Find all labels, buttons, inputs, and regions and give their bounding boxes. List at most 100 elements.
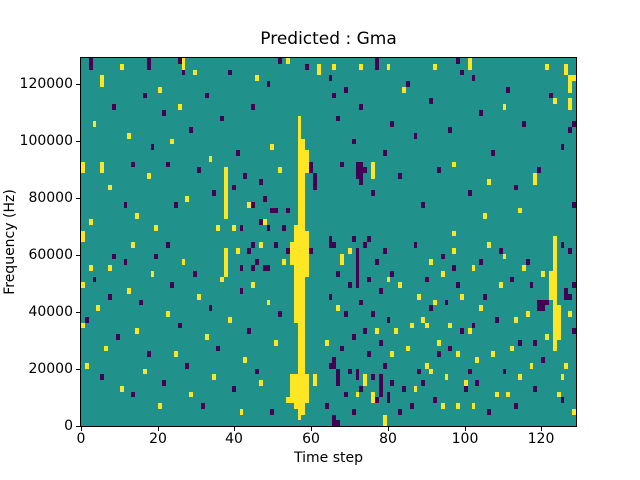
heatmap-cell: [460, 70, 464, 75]
heatmap-cell: [294, 271, 298, 277]
heatmap-cell: [174, 202, 178, 208]
heatmap-cell: [541, 271, 545, 277]
heatmap-cell: [301, 294, 305, 300]
heatmap-cell: [344, 311, 348, 317]
heatmap-cell: [398, 409, 402, 415]
heatmap-cell: [433, 64, 437, 70]
heatmap-cell: [356, 167, 359, 173]
heatmap-cell: [383, 415, 387, 420]
heatmap-cell: [557, 311, 561, 317]
heatmap-cell: [143, 93, 147, 98]
heatmap-cell: [483, 294, 487, 300]
heatmap-cell: [89, 265, 93, 271]
heatmap-cell: [456, 403, 460, 409]
heatmap-cell: [553, 305, 557, 311]
heatmap-cell: [301, 374, 305, 380]
heatmap-cell: [472, 323, 475, 328]
heatmap-cell: [317, 70, 321, 75]
heatmap-cell: [270, 409, 274, 415]
heatmap-cell: [259, 219, 263, 225]
heatmap-cell: [491, 351, 495, 357]
heatmap-cell: [518, 340, 522, 346]
heatmap-cell: [112, 254, 116, 259]
heatmap-cell: [298, 288, 301, 294]
heatmap-cell: [553, 98, 557, 104]
heatmap-cell: [162, 110, 166, 116]
heatmap-cell: [243, 357, 247, 363]
heatmap-cell: [301, 334, 305, 340]
heatmap-cell: [371, 173, 375, 179]
heatmap-cell: [568, 87, 572, 93]
heatmap-cell: [402, 87, 406, 93]
heatmap-cell: [549, 271, 553, 277]
heatmap-cell: [356, 392, 359, 397]
heatmap-cell: [298, 127, 301, 133]
heatmap-cell: [224, 196, 228, 202]
heatmap-cell: [197, 167, 201, 173]
heatmap-cell: [301, 340, 305, 346]
heatmap-cell: [298, 323, 301, 328]
heatmap-cell: [448, 127, 452, 133]
heatmap-cell: [294, 225, 298, 231]
heatmap-cell: [305, 259, 309, 265]
heatmap-cell: [545, 300, 549, 305]
heatmap-cell: [185, 196, 189, 202]
heatmap-cell: [510, 277, 514, 282]
heatmap-cell: [553, 277, 557, 282]
heatmap-cell: [298, 397, 301, 403]
heatmap-cell: [568, 248, 572, 254]
heatmap-cell: [247, 202, 251, 208]
heatmap-cell: [232, 225, 236, 231]
heatmap-cell: [228, 317, 232, 323]
x-tick-mark: [465, 427, 466, 431]
heatmap-cell: [553, 311, 557, 317]
heatmap-cell: [305, 236, 309, 242]
heatmap-cell: [468, 369, 472, 374]
heatmap-cell: [294, 242, 298, 248]
heatmap-cell: [441, 271, 445, 277]
heatmap-cell: [317, 64, 321, 70]
heatmap-cell: [475, 357, 479, 363]
heatmap-cell: [363, 374, 367, 380]
heatmap-cell: [329, 363, 332, 369]
heatmap-cell: [414, 386, 417, 392]
heatmap-cell: [568, 294, 572, 300]
heatmap-cell: [363, 167, 367, 173]
heatmap-cell: [301, 208, 305, 213]
heatmap-cell: [564, 64, 568, 70]
heatmap-cell: [356, 265, 359, 271]
heatmap-cell: [367, 236, 371, 242]
heatmap-cell: [336, 369, 340, 374]
heatmap-cell: [298, 300, 301, 305]
heatmap-cell: [406, 81, 410, 87]
heatmap-cell: [336, 420, 340, 426]
heatmap-cell: [151, 144, 154, 150]
heatmap-cell: [294, 236, 298, 242]
heatmap-cell: [224, 265, 228, 271]
heatmap-cell: [263, 219, 267, 225]
heatmap-cell: [278, 167, 282, 173]
heatmap-cell: [332, 420, 336, 426]
heatmap-cell: [503, 254, 506, 259]
heatmap-cell: [251, 104, 255, 110]
heatmap-cell: [394, 328, 398, 334]
heatmap-cell: [495, 317, 499, 323]
heatmap-cell: [537, 167, 541, 173]
heatmap-cell: [356, 369, 359, 374]
heatmap-cell: [174, 351, 178, 357]
heatmap-cell: [298, 374, 301, 380]
heatmap-cell: [487, 242, 491, 248]
heatmap-cell: [301, 190, 305, 196]
heatmap-cell: [305, 156, 309, 162]
heatmap-cell: [572, 202, 576, 208]
heatmap-cell: [224, 259, 228, 265]
heatmap-cell: [301, 167, 305, 173]
heatmap-cell: [224, 185, 228, 190]
heatmap-cell: [390, 271, 394, 277]
heatmap-cell: [340, 259, 344, 265]
heatmap-cell: [332, 415, 336, 420]
heatmap-cell: [375, 58, 379, 64]
heatmap-cell: [286, 58, 290, 64]
heatmap-cell: [205, 334, 209, 340]
heatmap-cell: [483, 213, 487, 219]
